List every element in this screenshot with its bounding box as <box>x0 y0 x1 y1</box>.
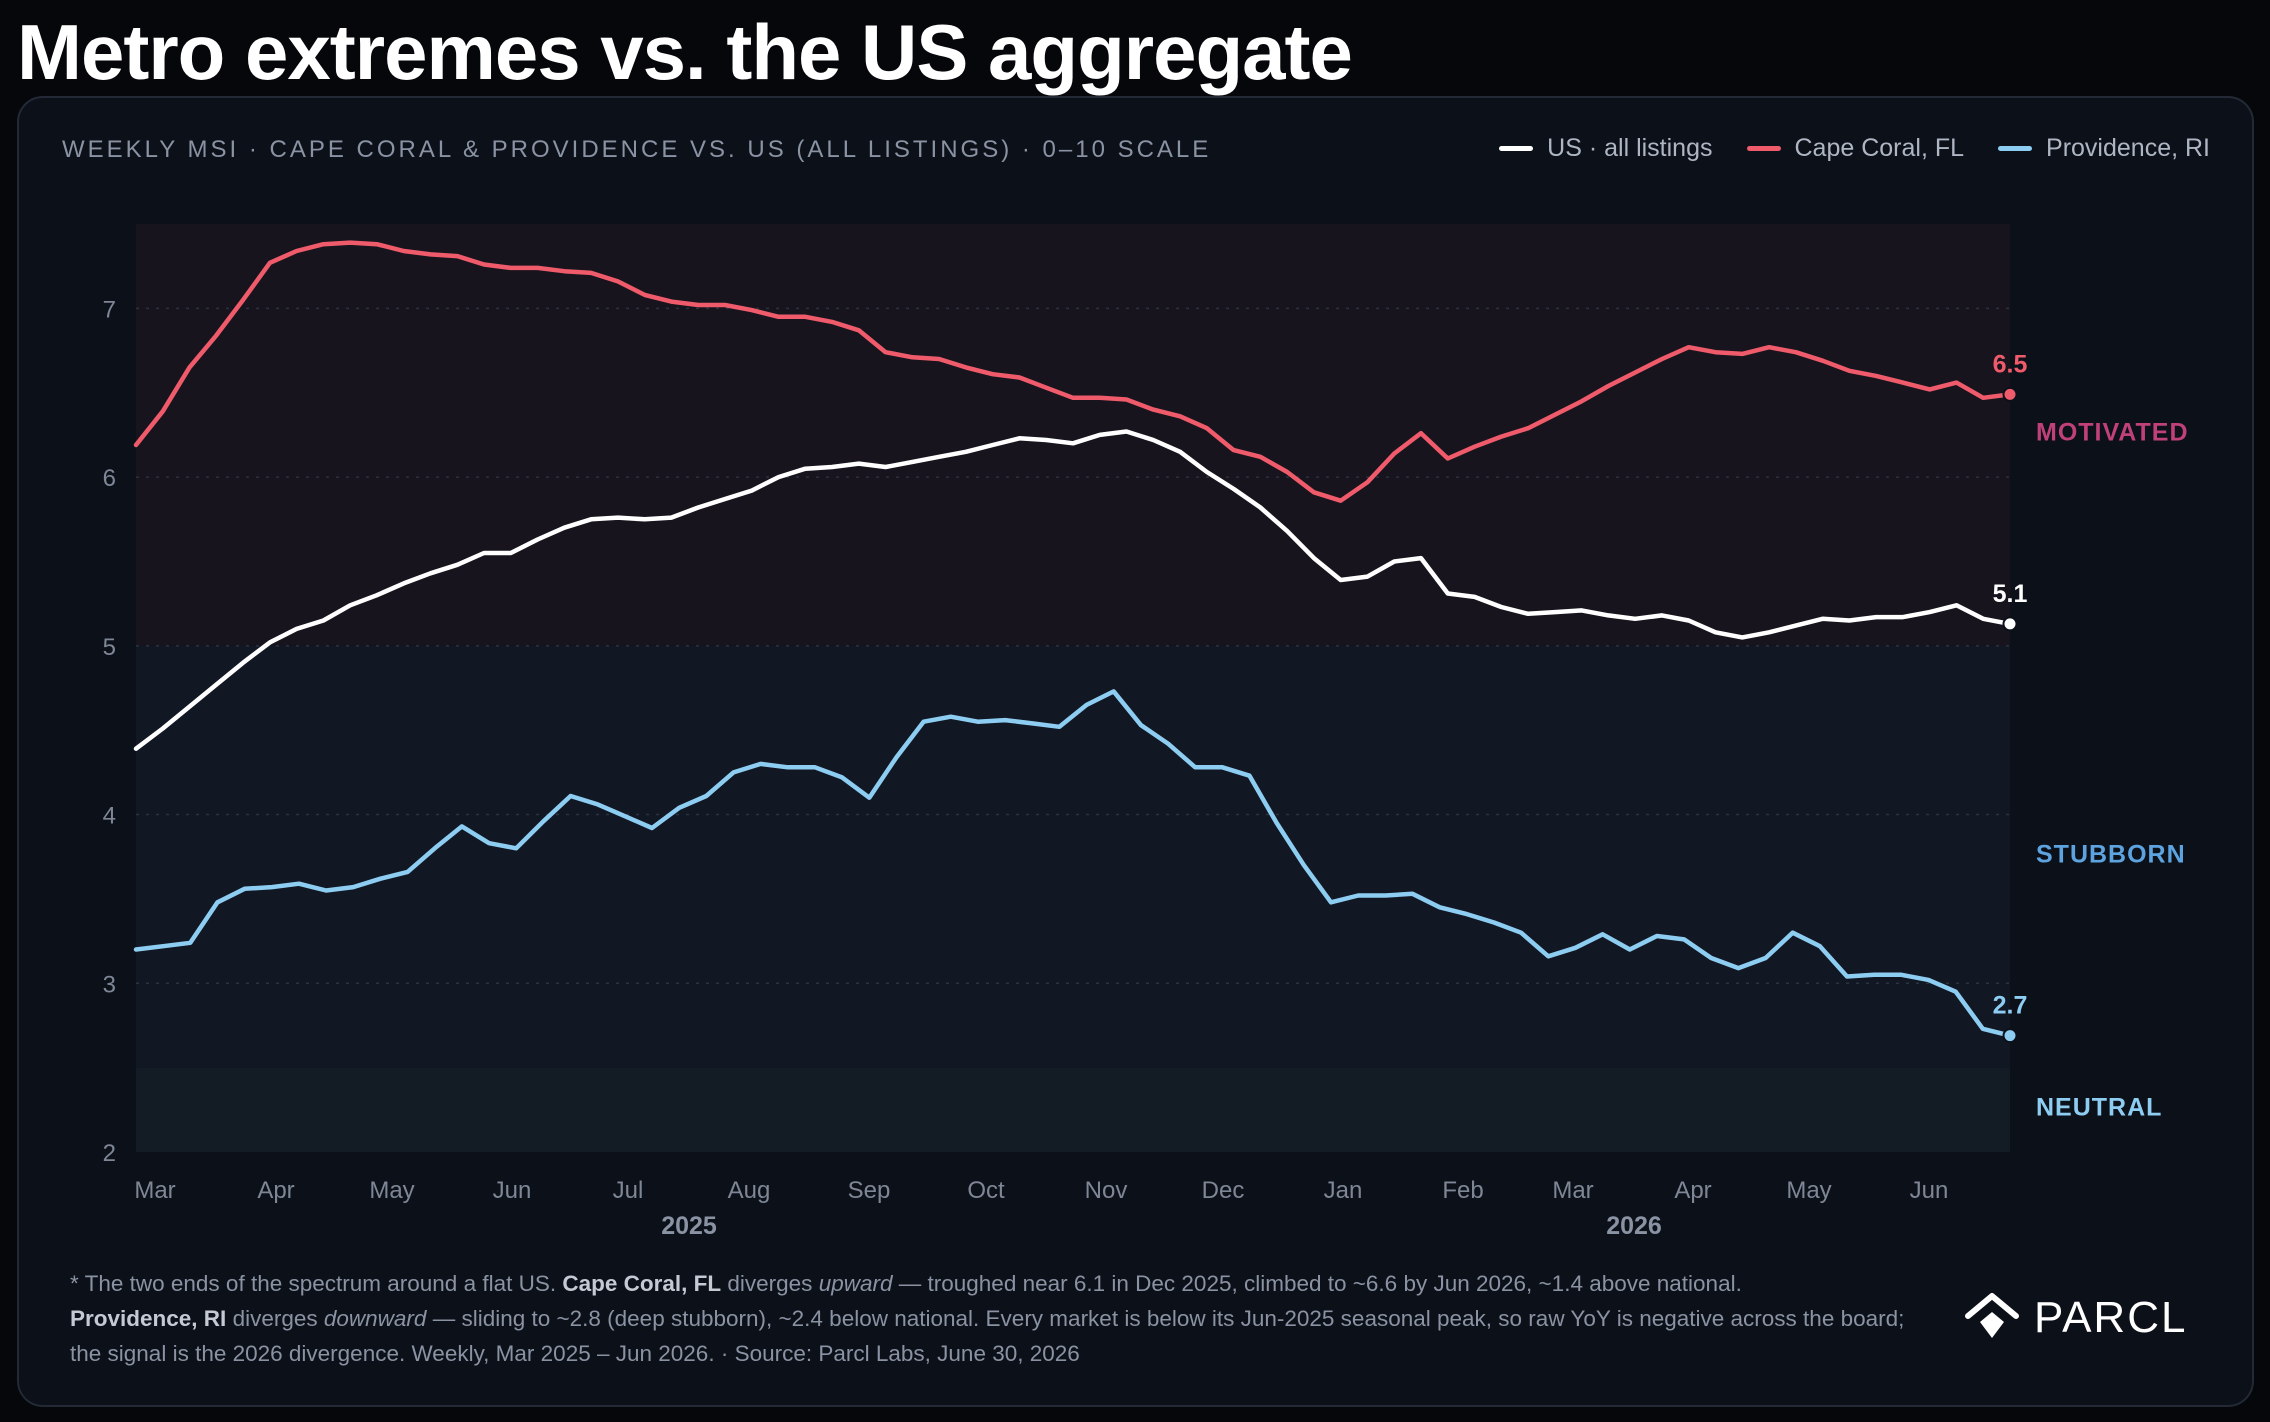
footnote-text: — troughed near 6.1 in Dec 2025, climbed… <box>892 1271 1742 1296</box>
series-line-providence <box>133 689 2013 1038</box>
footnote-providence: Providence, RI <box>70 1306 227 1331</box>
legend-swatch-providence <box>1998 145 2033 151</box>
legend-swatch-cape-coral <box>1746 145 1781 151</box>
legend-item-providence: Providence, RI <box>1998 134 2210 163</box>
series-line-us <box>133 429 2013 751</box>
series-end-label-providence: 2.7 <box>1993 992 2028 1020</box>
series-end-label-us: 5.1 <box>1993 580 2028 608</box>
x-tick-label: Nov <box>1085 1177 1128 1204</box>
x-tick-label: Oct <box>967 1177 1005 1204</box>
zone-band-stubborn <box>136 645 2010 1068</box>
zone-band-motivated <box>136 224 2010 646</box>
series-line-cape-coral <box>133 240 2013 503</box>
y-tick-label: 4 <box>103 803 116 830</box>
x-tick-label: Dec <box>1202 1177 1245 1204</box>
legend-item-us: US · all listings <box>1499 133 1713 163</box>
legend-label-us: US · all listings <box>1547 133 1713 162</box>
parcl-logo: PARCL <box>1964 1290 2187 1346</box>
x-tick-label: Aug <box>728 1177 771 1204</box>
zone-label-motivated: MOTIVATED <box>2036 419 2189 447</box>
x-tick-label: Apr <box>257 1177 294 1204</box>
chart-subtitle: WEEKLY MSI · CAPE CORAL & PROVIDENCE VS.… <box>62 136 1212 163</box>
legend-item-cape-coral: Cape Coral, FL <box>1746 133 1965 163</box>
legend-swatch-us <box>1499 145 1534 151</box>
footnote-upward: upward <box>818 1271 893 1296</box>
zone-band-neutral <box>136 1067 2010 1152</box>
x-tick-label: Mar <box>1552 1177 1593 1204</box>
y-tick-label: 5 <box>103 634 116 661</box>
chart-footnote: * The two ends of the spectrum around a … <box>70 1266 1920 1371</box>
footnote-text: diverges <box>721 1271 819 1296</box>
footnote-text: — sliding to ~2.8 (deep stubborn), ~2.4 … <box>70 1306 1905 1366</box>
line-chart: MOTIVATED STUBBORN NEUTRAL 2 3 4 5 6 7 Mar Apr May J… <box>103 224 2189 1240</box>
x-tick-label: May <box>1786 1177 1831 1204</box>
series-end-dot-us <box>2002 616 2018 632</box>
x-tick-label: Jun <box>493 1177 532 1204</box>
y-tick-label: 2 <box>103 1140 116 1167</box>
logo-text: PARCL <box>2034 1293 2188 1342</box>
x-tick-label: Jul <box>613 1177 644 1204</box>
legend-label-providence: Providence, RI <box>2046 133 2210 162</box>
y-tick-label: 7 <box>103 296 116 323</box>
x-tick-label: May <box>369 1177 414 1204</box>
series-end-label-cape-coral: 6.5 <box>1993 350 2028 378</box>
legend-label-cape-coral: Cape Coral, FL <box>1794 133 1965 162</box>
series-end-dot-cape-coral <box>2002 386 2018 402</box>
x-tick-label: Apr <box>1674 1177 1711 1204</box>
x-tick-label: Mar <box>134 1177 175 1204</box>
footnote-text: diverges <box>226 1306 324 1331</box>
y-tick-label: 6 <box>103 465 116 492</box>
series-end-dot-providence <box>2002 1028 2018 1044</box>
year-label: 2025 <box>661 1212 717 1240</box>
x-tick-label: Sep <box>848 1177 891 1204</box>
x-tick-label: Jan <box>1324 1177 1363 1204</box>
x-tick-label: Feb <box>1442 1177 1483 1204</box>
page-title: Metro extremes vs. the US aggregate <box>17 8 1353 96</box>
footnote-text: * The two ends of the spectrum around a … <box>70 1271 563 1296</box>
x-tick-label: Jun <box>1910 1177 1949 1204</box>
parcl-house-icon <box>1965 1293 2019 1338</box>
y-tick-label: 3 <box>103 971 116 998</box>
zone-label-stubborn: STUBBORN <box>2036 840 2186 868</box>
chart-legend: US · all listings Cape Coral, FL Provide… <box>1499 132 2210 164</box>
footnote-downward: downward <box>323 1306 427 1331</box>
zone-label-neutral: NEUTRAL <box>2036 1093 2162 1121</box>
year-label: 2026 <box>1606 1212 1662 1240</box>
footnote-cape-coral: Cape Coral, FL <box>562 1271 722 1296</box>
